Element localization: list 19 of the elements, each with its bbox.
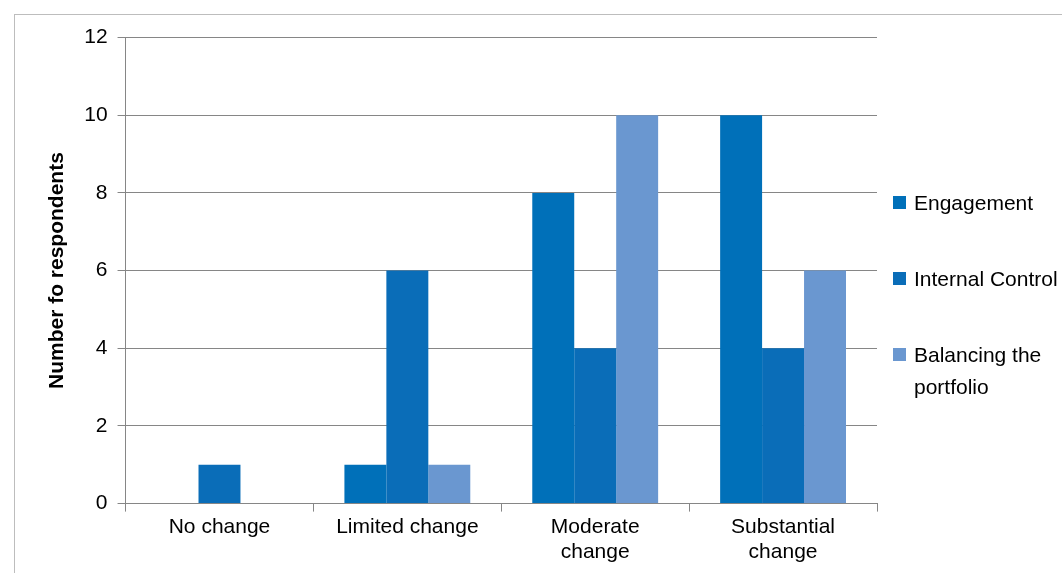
y-tick-label: 2 — [95, 412, 108, 436]
y-tick-label: 4 — [95, 335, 108, 359]
legend-label: Balancing the portfolio — [914, 341, 1043, 400]
x-tick-label: No change — [168, 514, 271, 537]
bar — [616, 115, 659, 504]
bar — [428, 464, 471, 504]
y-tick-label: 6 — [95, 257, 108, 281]
y-tick-label: 10 — [84, 102, 108, 126]
bar — [804, 270, 846, 504]
x-tick-label: Substantial change — [731, 514, 836, 563]
y-tick-label: 8 — [95, 179, 108, 203]
bar — [198, 464, 241, 504]
y-tick-label: 12 — [84, 24, 108, 48]
x-tick-label: Moderate change — [550, 514, 640, 563]
legend-label: Internal Control — [914, 265, 1058, 292]
x-tick-label: Limited change — [336, 514, 479, 537]
legend-label: Engagement — [914, 189, 1034, 216]
y-tick-label: 0 — [95, 490, 108, 514]
y-axis-title: Number fo respondents — [44, 152, 68, 390]
